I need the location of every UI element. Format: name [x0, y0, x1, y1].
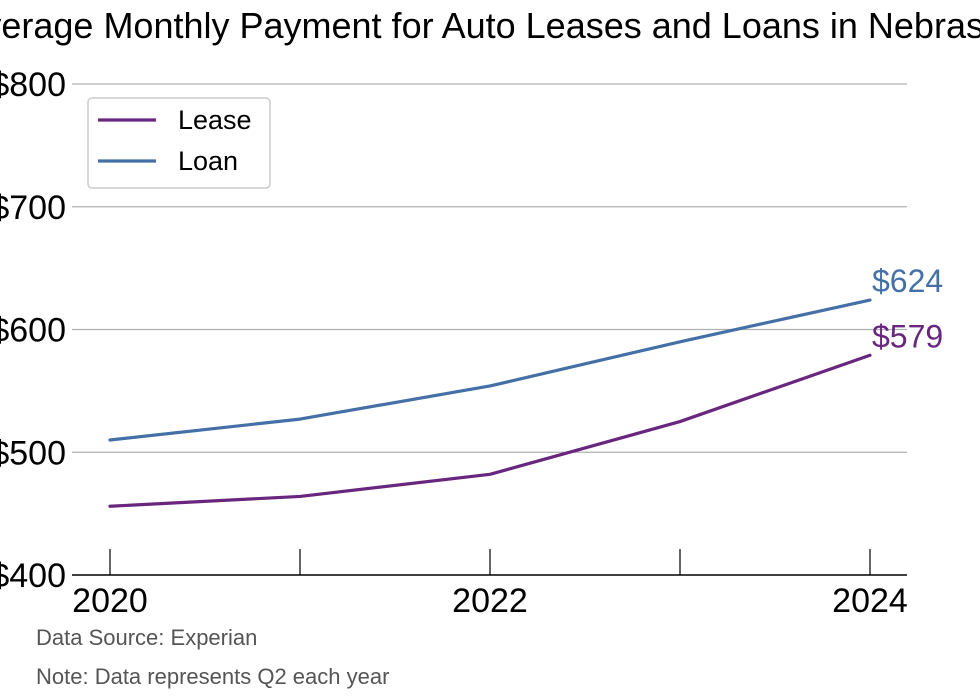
legend-label-lease: Lease — [178, 105, 252, 135]
legend-label-loan: Loan — [178, 146, 238, 176]
series-lines — [108, 298, 872, 508]
chart-title: Average Monthly Payment for Auto Leases … — [0, 5, 980, 46]
x-tick-label: 2024 — [832, 582, 908, 620]
data-source-note: Data Source: Experian — [36, 625, 257, 650]
legend: Lease Loan — [87, 97, 271, 189]
y-tick-label: $500 — [0, 434, 66, 472]
x-tick-label: 2022 — [452, 582, 528, 620]
x-axis: 2020 2022 2024 — [72, 549, 908, 620]
y-axis-ticks: $400 $500 $600 $700 $800 — [0, 66, 66, 595]
end-labels: $579 $624 — [872, 263, 943, 354]
series-line-lease — [108, 353, 872, 508]
y-tick-label: $700 — [0, 189, 66, 227]
end-label-lease: $579 — [872, 318, 943, 354]
data-note: Note: Data represents Q2 each year — [36, 664, 389, 689]
y-tick-label: $600 — [0, 312, 66, 350]
end-label-loan: $624 — [872, 263, 943, 299]
y-tick-label: $400 — [0, 557, 66, 595]
x-tick-label: 2020 — [72, 582, 148, 620]
gridlines — [72, 83, 907, 453]
series-line-loan — [108, 298, 872, 442]
y-tick-label: $800 — [0, 66, 66, 104]
